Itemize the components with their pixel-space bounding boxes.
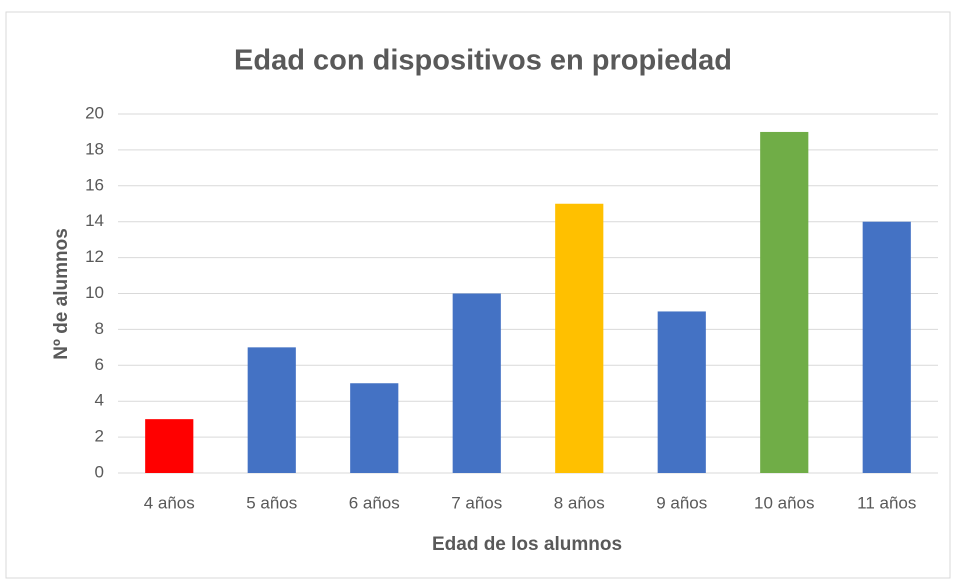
x-tick-label: 5 años <box>246 493 297 512</box>
x-tick-label: 9 años <box>656 493 707 512</box>
bar <box>145 419 194 473</box>
bar <box>760 131 809 473</box>
x-tick-label: 8 años <box>554 493 605 512</box>
y-axis-title: Nº de alumnos <box>51 228 72 360</box>
y-tick-label: 0 <box>95 462 104 481</box>
bar <box>452 293 501 473</box>
x-axis-title: Edad de los alumnos <box>432 534 622 555</box>
bar <box>247 347 296 473</box>
y-tick-label: 12 <box>85 247 104 266</box>
chart-title: Edad con dispositivos en propiedad <box>234 45 732 77</box>
x-tick-label: 11 años <box>857 493 916 512</box>
y-tick-label: 10 <box>85 283 104 302</box>
y-tick-label: 6 <box>95 355 104 374</box>
y-tick-label: 18 <box>85 139 104 158</box>
x-tick-label: 6 años <box>349 493 400 512</box>
bar <box>350 383 399 473</box>
y-tick-label: 8 <box>95 319 104 338</box>
y-tick-label: 2 <box>95 427 104 446</box>
bar <box>862 221 911 473</box>
x-tick-label: 4 años <box>144 493 195 512</box>
y-tick-label: 4 <box>95 391 104 410</box>
y-tick-label: 20 <box>85 103 104 122</box>
bar <box>657 311 706 473</box>
bar <box>555 203 604 473</box>
y-tick-label: 14 <box>85 211 104 230</box>
x-tick-label: 10 años <box>754 493 815 512</box>
y-tick-label: 16 <box>85 175 104 194</box>
x-tick-label: 7 años <box>451 493 502 512</box>
